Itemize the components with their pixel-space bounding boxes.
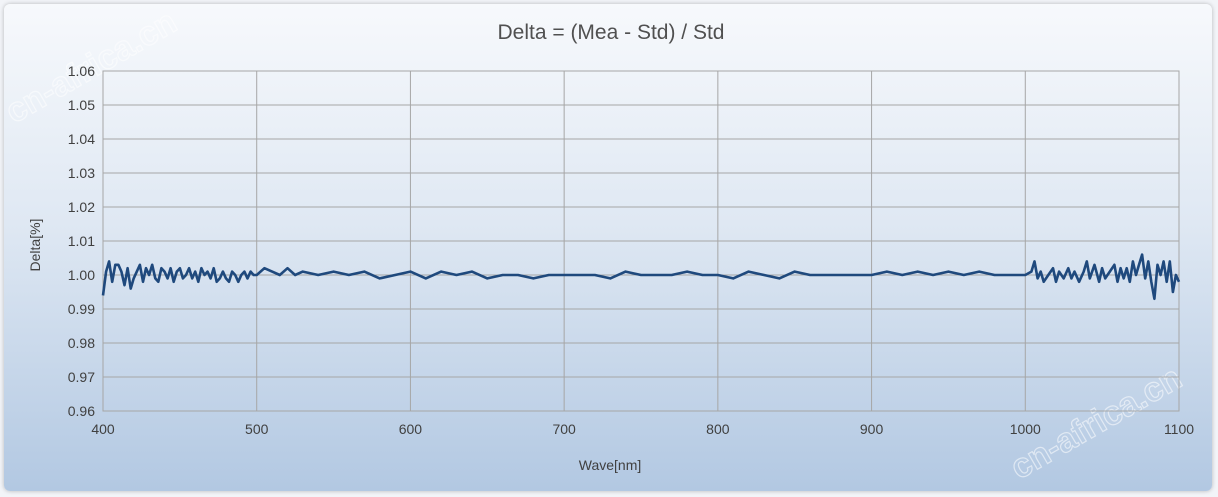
x-tick-label: 400: [91, 421, 115, 437]
y-tick-label: 1.03: [68, 165, 95, 181]
x-tick-label: 600: [399, 421, 423, 437]
y-tick-label: 1.06: [68, 63, 95, 79]
y-axis-title: Delta[%]: [27, 219, 43, 272]
x-tick-label: 900: [860, 421, 884, 437]
gridlines: [102, 70, 1180, 412]
y-tick-label: 0.98: [68, 335, 95, 351]
chart-frame: cn-africa.cn cn-africa.cn Delta = (Mea -…: [4, 4, 1212, 491]
x-tick-label: 800: [706, 421, 730, 437]
tick-labels: 0.96 0.97 0.98 0.99 1.00 1.01 1.02 1.03 1.04 1.05…: [68, 63, 1195, 437]
x-axis-title: Wave[nm]: [579, 457, 642, 473]
y-tick-label: 0.97: [68, 369, 95, 385]
y-tick-label: 1.02: [68, 199, 95, 215]
y-tick-label: 0.96: [68, 403, 95, 419]
y-tick-label: 1.05: [68, 97, 95, 113]
delta-line-chart: cn-africa.cn cn-africa.cn Delta = (Mea -…: [4, 4, 1195, 488]
x-tick-label: 500: [245, 421, 269, 437]
x-tick-label: 700: [552, 421, 576, 437]
plot-area-border: [102, 70, 1180, 412]
delta-series-line: [101, 253, 1181, 301]
y-tick-label: 0.99: [68, 301, 95, 317]
x-tick-label: 1000: [1010, 421, 1041, 437]
y-tick-label: 1.01: [68, 233, 95, 249]
chart-title: Delta = (Mea - Std) / Std: [497, 21, 724, 44]
y-tick-label: 1.00: [68, 267, 95, 283]
y-tick-label: 1.04: [68, 131, 95, 147]
x-tick-label: 1100: [1164, 421, 1194, 437]
